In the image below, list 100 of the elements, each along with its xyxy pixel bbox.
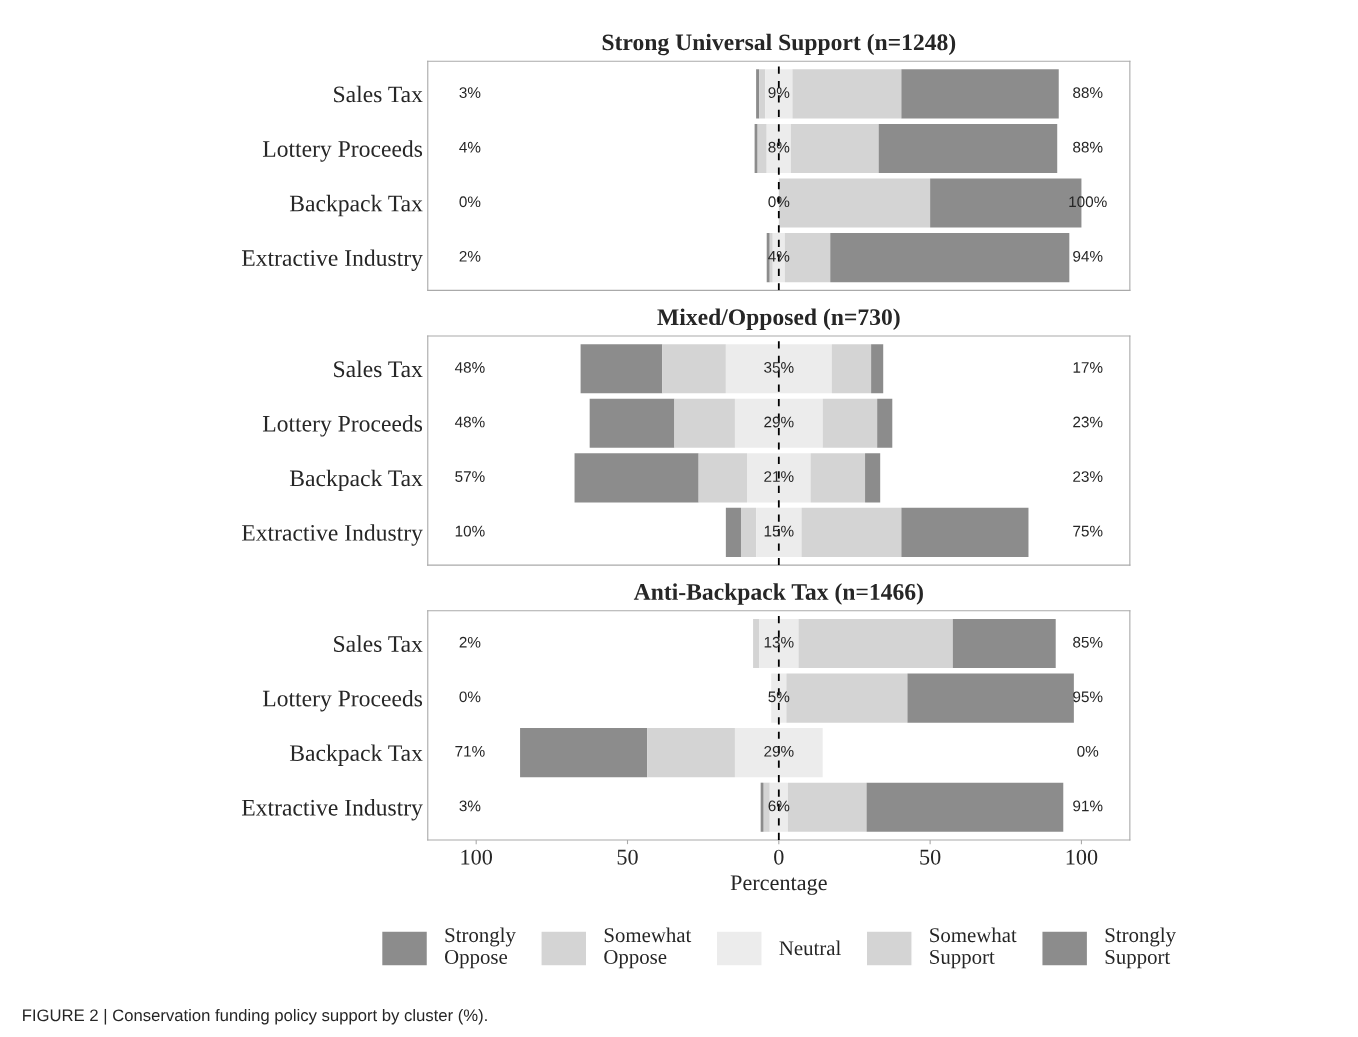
- bar: [763, 782, 770, 832]
- bar: [877, 398, 893, 448]
- annotation: 10%: [455, 525, 485, 537]
- annotation: 0%: [459, 196, 481, 208]
- bar: [725, 344, 832, 394]
- data-label: 29%: [764, 416, 794, 428]
- annotation: 85%: [1073, 636, 1103, 648]
- bar: [760, 782, 764, 832]
- chart-title: Mixed/Opposed (n=730): [657, 308, 900, 330]
- annotation: 23%: [1073, 471, 1103, 482]
- y-tick-label: Extractive Industry: [241, 249, 423, 271]
- bar: [753, 618, 760, 669]
- annotation: 57%: [455, 471, 485, 482]
- bar: [759, 618, 799, 669]
- annotation: 2%: [459, 250, 481, 262]
- legend-label: Somewhat Oppose: [604, 927, 692, 969]
- data-label: 21%: [764, 471, 794, 482]
- x-tick-label: 50: [617, 849, 638, 865]
- bar: [754, 123, 758, 174]
- bar: [662, 344, 726, 394]
- bar: [866, 782, 1064, 832]
- x-tick-label: 50: [920, 849, 941, 865]
- annotation: 23%: [1073, 416, 1103, 428]
- bar: [901, 69, 1059, 119]
- bar: [725, 507, 741, 557]
- data-label: 15%: [764, 525, 794, 537]
- legend-label: Neutral: [779, 940, 841, 956]
- bar: [759, 69, 766, 119]
- annotation: 48%: [454, 362, 485, 373]
- legend-label: Somewhat Support: [930, 927, 1017, 969]
- annotation: 71%: [455, 746, 485, 757]
- bar: [801, 507, 902, 557]
- bar: [734, 398, 823, 448]
- y-tick-label: Backpack Tax: [289, 194, 423, 217]
- bar: [798, 618, 953, 669]
- bar: [520, 728, 648, 778]
- chart-title: Strong Universal Support (n=1248): [602, 33, 956, 56]
- y-tick-label: Sales Tax: [334, 635, 423, 652]
- annotation: 88%: [1073, 87, 1103, 99]
- bar: [740, 507, 757, 557]
- x-tick-label: 100: [1066, 849, 1098, 865]
- data-label: 0%: [768, 196, 790, 208]
- y-tick-label: Backpack Tax: [289, 469, 423, 492]
- data-label: 6%: [768, 800, 790, 812]
- annotation: 0%: [459, 691, 481, 703]
- annotation: 100%: [1069, 196, 1107, 208]
- y-tick-label: Backpack Tax: [289, 744, 423, 766]
- y-tick-label: Lottery Proceeds: [262, 415, 423, 437]
- bar: [790, 123, 879, 174]
- data-label: 35%: [764, 362, 794, 373]
- annotation: 91%: [1073, 800, 1103, 812]
- bar: [901, 507, 1029, 557]
- x-tick-label: 100: [461, 849, 493, 865]
- bar: [734, 728, 823, 778]
- x-tick-label: 0: [774, 849, 784, 865]
- data-label: 8%: [768, 141, 790, 153]
- data-label: 5%: [768, 691, 790, 703]
- bar: [792, 69, 902, 119]
- annotation: 3%: [459, 800, 481, 812]
- annotation: 94%: [1073, 250, 1103, 262]
- bar: [580, 344, 663, 394]
- x-axis-title: Percentage: [730, 875, 827, 895]
- y-tick-label: Sales Tax: [334, 85, 423, 103]
- bar: [830, 233, 1070, 283]
- data-label: 9%: [768, 87, 790, 99]
- bar: [810, 453, 866, 503]
- y-tick-label: Sales Tax: [334, 360, 423, 378]
- annotation: 95%: [1073, 691, 1103, 703]
- data-label: 13%: [764, 636, 794, 648]
- annotation: 48%: [454, 416, 485, 428]
- bar: [757, 123, 767, 174]
- y-tick-label: Lottery Proceeds: [262, 689, 423, 712]
- chart-title: Anti-Backpack Tax (n=1466): [633, 583, 923, 605]
- bar: [574, 453, 699, 503]
- annotation: 3%: [459, 87, 481, 99]
- bar: [907, 673, 1074, 723]
- y-tick-label: Lottery Proceeds: [262, 140, 423, 162]
- bar: [647, 728, 735, 778]
- bar: [765, 69, 793, 119]
- annotation: 75%: [1073, 525, 1103, 537]
- legend-label: Strongly Oppose: [444, 927, 516, 969]
- legend-label: Strongly Support: [1105, 927, 1176, 969]
- bar: [756, 507, 802, 557]
- bar: [589, 398, 675, 448]
- annotation: 4%: [459, 141, 481, 153]
- y-tick-label: Extractive Industry: [241, 799, 423, 821]
- bar: [831, 344, 872, 394]
- bar: [674, 398, 735, 448]
- annotation: 0%: [1077, 745, 1099, 757]
- bar: [698, 453, 748, 503]
- annotation: 2%: [459, 636, 481, 648]
- annotation: 88%: [1073, 141, 1103, 153]
- bar: [865, 453, 881, 503]
- bar: [952, 618, 1056, 669]
- bar: [747, 453, 811, 503]
- bar: [822, 398, 878, 448]
- bar: [878, 123, 1058, 174]
- bar: [756, 69, 760, 119]
- data-label: 29%: [764, 745, 794, 757]
- caption: FIGURE 2 | Conservation funding policy support by cluster (%).: [23, 1008, 487, 1025]
